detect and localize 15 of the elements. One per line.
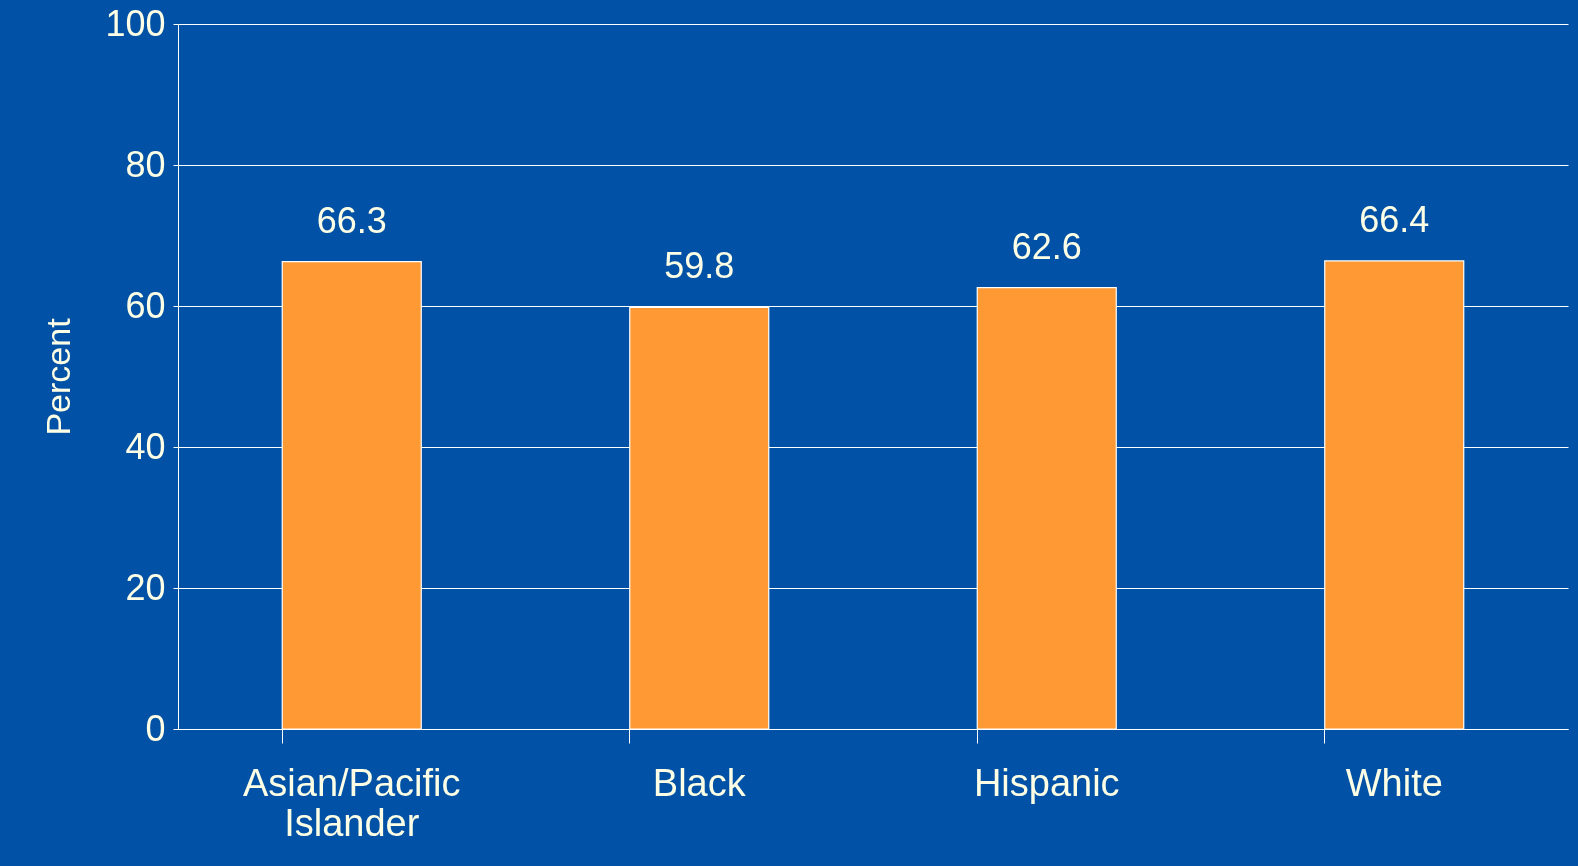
data-label: 62.6	[1011, 225, 1082, 267]
y-tick-label: 100	[105, 2, 166, 44]
x-tick-label: White	[1345, 761, 1443, 804]
data-label: 59.8	[664, 245, 735, 287]
data-label: 66.4	[1359, 198, 1430, 240]
x-tick-label: Black	[652, 761, 747, 804]
y-tick-label: 80	[125, 143, 166, 185]
y-tick-label: 40	[125, 425, 166, 467]
y-tick-label: 60	[125, 284, 166, 326]
y-axis-title: Percent	[39, 317, 78, 436]
data-label: 66.3	[316, 199, 387, 241]
x-tick-label: Asian/Pacific Islander	[242, 761, 461, 844]
y-tick-label: 0	[145, 707, 166, 749]
x-tick-label: Hispanic	[973, 761, 1120, 804]
y-tick-label: 20	[125, 566, 166, 608]
